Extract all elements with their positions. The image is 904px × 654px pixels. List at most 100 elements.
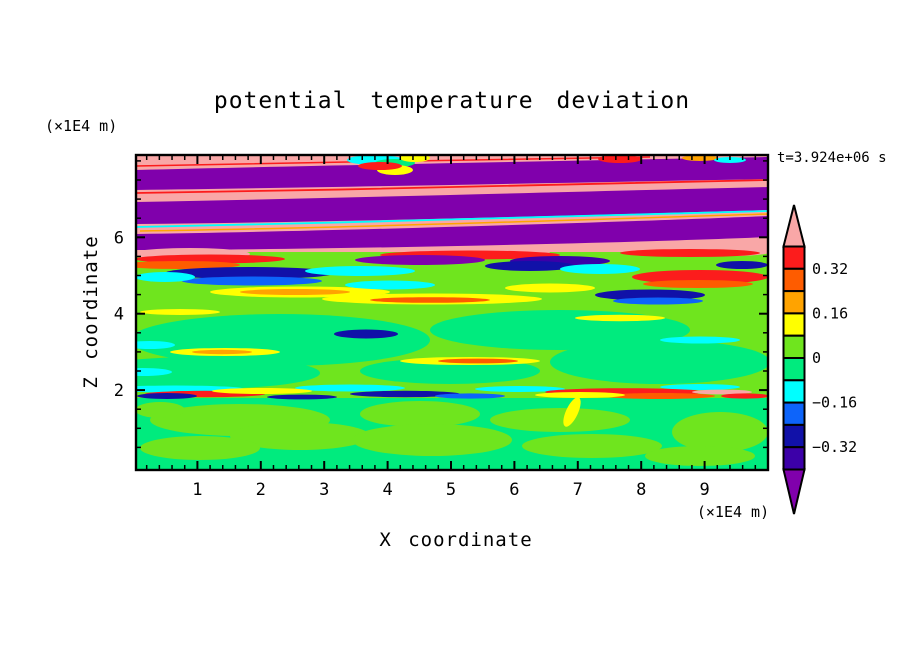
- contour-line: [139, 213, 768, 232]
- field-streak: [605, 393, 715, 399]
- contour-line: [136, 179, 768, 194]
- field-streak: [400, 155, 430, 162]
- colorbar-over-arrow: [782, 204, 806, 248]
- field-streak: [595, 289, 705, 301]
- field-streak: [305, 266, 415, 276]
- field-band: [136, 157, 768, 190]
- field-streak: [267, 394, 337, 400]
- x-tick-label: 1: [192, 480, 202, 500]
- z-tick-labels: 2 4 6: [114, 228, 124, 401]
- field-streak: [550, 340, 768, 384]
- colorbar-label: −0.16: [812, 394, 857, 412]
- field-streak: [716, 261, 768, 269]
- field-streak: [563, 397, 581, 427]
- colorbar-segment: [782, 423, 806, 449]
- field-streak: [295, 384, 405, 392]
- field-streak: [645, 446, 755, 466]
- x-tick-label: 4: [382, 480, 392, 500]
- field-streak: [355, 255, 485, 265]
- field-streak: [632, 270, 768, 284]
- colorbar-segment: [782, 446, 806, 471]
- field-streak: [182, 276, 322, 286]
- x-tick-label: 9: [699, 480, 709, 500]
- colorbar-labels: 0.32 0.16 0 −0.16 −0.32: [812, 260, 857, 456]
- field-streak: [137, 393, 197, 399]
- field-streak: [505, 283, 595, 293]
- contour-line: [136, 210, 768, 228]
- field-streak: [435, 393, 505, 399]
- field-streak: [692, 389, 752, 395]
- field-streak: [136, 261, 240, 269]
- field-streak: [613, 297, 703, 305]
- colorbar-segment: [782, 290, 806, 315]
- z-tick-label: 2: [114, 381, 124, 401]
- z-tick-label: 6: [114, 228, 124, 248]
- contour-field: [136, 155, 768, 470]
- field-band: [136, 187, 768, 224]
- field-streak: [598, 155, 642, 163]
- plot-title: potential temperature deviation: [214, 88, 690, 114]
- field-streak: [620, 249, 760, 257]
- field-streak: [575, 314, 665, 322]
- colorbar-label: 0.32: [812, 260, 848, 278]
- field-streak: [522, 434, 662, 458]
- x-tick-label: 5: [446, 480, 456, 500]
- time-annotation: t=3.924e+06 s: [777, 150, 887, 166]
- field-streak: [438, 358, 518, 364]
- x-tick-label: 3: [319, 480, 329, 500]
- field-streak: [212, 388, 312, 394]
- field-streak: [165, 267, 335, 279]
- field-streak: [672, 412, 768, 452]
- x-tick-labels: 1 2 3 4 5 6 7 8 9: [192, 480, 709, 500]
- field-streak: [660, 336, 740, 344]
- z-axis-title: Z coordinate: [80, 235, 102, 388]
- colorbar-label: 0.16: [812, 304, 848, 322]
- x-tick-label: 6: [509, 480, 519, 500]
- field-band: [136, 216, 768, 250]
- x-tick-label: 2: [256, 480, 266, 500]
- z-axis-unit-label: (×1E4 m): [45, 117, 117, 135]
- colorbar-segment: [782, 267, 806, 293]
- field-streak: [721, 393, 768, 399]
- axis-ticks: [136, 155, 768, 470]
- colorbar: [782, 204, 806, 515]
- x-tick-label: 8: [636, 480, 646, 500]
- field-streak: [358, 162, 402, 170]
- field-streak: [334, 329, 398, 339]
- colorbar-label: −0.32: [812, 438, 857, 456]
- field-streak: [136, 272, 195, 282]
- field-streak: [660, 384, 740, 390]
- field-streak: [560, 264, 640, 274]
- colorbar-segment: [782, 357, 806, 382]
- z-tick-label: 4: [114, 305, 124, 325]
- field-streak: [240, 289, 350, 295]
- field-streak: [360, 401, 480, 427]
- field-streak: [140, 436, 260, 460]
- x-axis-title: X coordinate: [379, 529, 532, 551]
- field-streak: [345, 280, 435, 290]
- field-streak: [140, 309, 220, 315]
- field-streak: [475, 386, 565, 392]
- colorbar-segment: [782, 379, 806, 404]
- field-streak: [136, 357, 320, 389]
- colorbar-segment: [782, 245, 806, 270]
- x-tick-label: 7: [573, 480, 583, 500]
- field-streak: [136, 368, 172, 376]
- field-streak: [136, 341, 175, 349]
- field-streak: [370, 297, 490, 303]
- field-streak: [485, 261, 575, 271]
- field-streak: [643, 280, 753, 288]
- field-streak: [352, 424, 512, 456]
- x-axis-unit-label: (×1E4 m): [697, 503, 769, 521]
- field-streak: [535, 392, 625, 398]
- colorbar-segment: [782, 334, 806, 360]
- field-streak: [682, 155, 718, 161]
- field-streak: [192, 349, 252, 355]
- field-streak: [490, 408, 630, 432]
- colorbar-segment: [782, 312, 806, 337]
- field-streak: [230, 422, 370, 450]
- field-streak: [350, 390, 460, 398]
- colorbar-label: 0: [812, 349, 821, 367]
